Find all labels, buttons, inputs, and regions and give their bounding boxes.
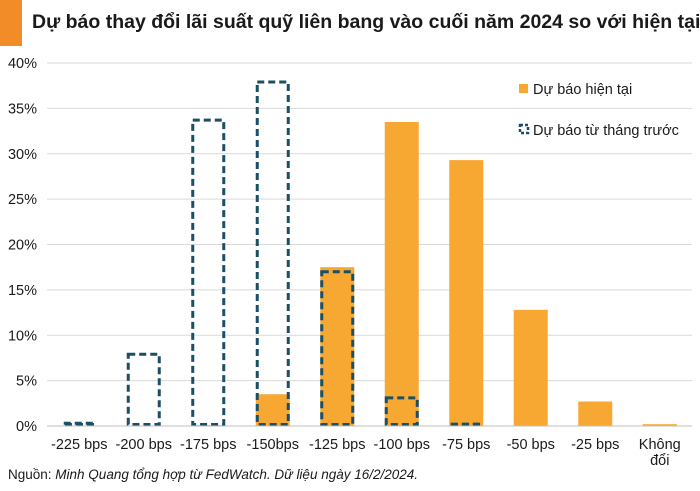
bar-previous: [62, 421, 97, 426]
source-text: Minh Quang tổng hợp từ FedWatch. Dữ liệu…: [55, 467, 419, 482]
x-tick-label: Không đổi: [639, 437, 681, 469]
chart-title: Dự báo thay đổi lãi suất quỹ liên bang v…: [32, 11, 700, 33]
x-tick-label: -175 bps: [180, 437, 236, 453]
source-note: Nguồn: Minh Quang tổng hợp từ FedWatch. …: [8, 467, 418, 482]
bar-current: [320, 267, 355, 426]
legend-label-current: Dự báo hiện tại: [533, 82, 632, 98]
bar-previous: [320, 270, 355, 426]
y-tick-label: 30%: [8, 147, 37, 163]
x-tick-label: -50 bps: [507, 437, 555, 453]
y-tick-label: 40%: [8, 56, 37, 72]
y-tick-label: 35%: [8, 101, 37, 117]
bar-current: [642, 424, 677, 426]
x-tick-label: -125 bps: [309, 437, 365, 453]
series-previous-month-forecast: [62, 80, 484, 427]
legend-swatch-previous: [518, 123, 530, 135]
x-tick-label: -75 bps: [442, 437, 490, 453]
y-tick-label: 10%: [8, 328, 37, 344]
y-tick-label: 20%: [8, 238, 37, 254]
legend-swatch-current: [519, 84, 528, 93]
bar-previous: [255, 80, 290, 427]
bar-previous: [126, 352, 161, 426]
bar-current: [255, 394, 290, 426]
bar-current: [449, 160, 484, 427]
y-tick-label: 15%: [8, 283, 37, 299]
series-current-forecast: [191, 121, 677, 427]
y-tick-label: 5%: [16, 374, 37, 390]
bar-current: [384, 121, 419, 427]
x-tick-label: -200 bps: [116, 437, 172, 453]
x-axis: -225 bps -200 bps -175 bps -150bps -125 bps -…: [47, 425, 692, 469]
legend-label-previous: Dự báo từ tháng trước: [533, 123, 679, 139]
x-tick-label: -25 bps: [571, 437, 619, 453]
x-tick-label: -225 bps: [51, 437, 107, 453]
x-tick-label: -100 bps: [374, 437, 430, 453]
gridlines: [47, 62, 692, 382]
title-accent-bar: [0, 0, 22, 46]
x-tick-label: -150bps: [247, 437, 299, 453]
bar-current: [513, 309, 548, 426]
y-tick-label: 0%: [16, 419, 37, 435]
bar-previous: [384, 396, 419, 426]
source-prefix: Nguồn:: [8, 467, 56, 482]
legend: Dự báo hiện tại Dự báo từ tháng trước: [518, 82, 679, 139]
y-axis: 0% 5% 10% 15% 20% 25% 30% 35% 40%: [8, 56, 37, 435]
y-tick-label: 25%: [8, 192, 37, 208]
bar-current: [578, 401, 613, 426]
bar-previous: [191, 118, 226, 427]
